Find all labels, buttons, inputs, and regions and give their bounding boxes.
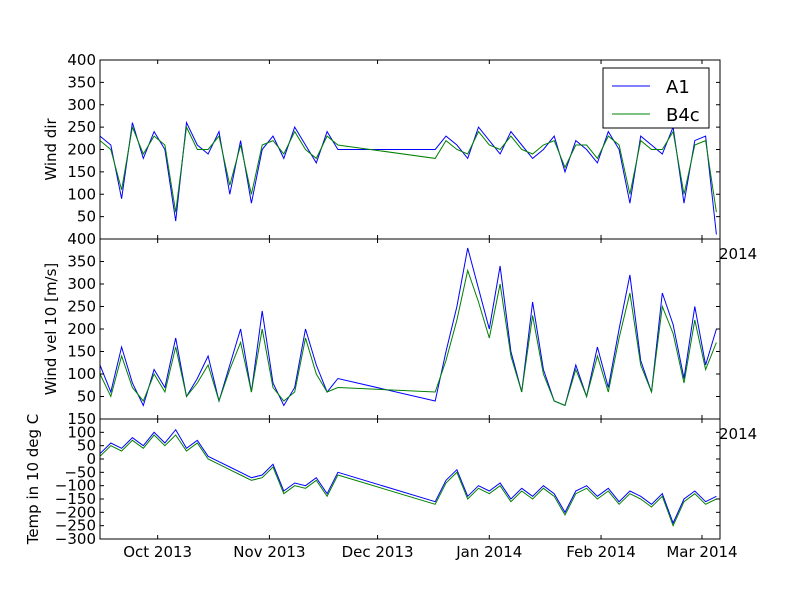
axes-frame [99,238,721,420]
series-line-a1-panel-1 [100,120,717,235]
y-tick-label: −200 [55,503,96,521]
y-tick-label: −150 [55,490,96,508]
y-tick-label: −300 [55,530,96,548]
x-tick-label: Dec 2013 [342,543,414,561]
y-tick-label: 150 [67,410,96,428]
legend-label-a1: A1 [666,77,690,98]
y-axis-label: Temp in 10 deg C [24,414,42,546]
series-line-b4c-panel-3 [100,434,717,528]
corner-label: 2014 [719,425,757,443]
subplot-2: 400 350 300 250 200 150 100 50 Wind vel 10 [m/s]… [42,230,757,420]
y-tick-label: 200 [67,141,96,159]
y-tick-label: 200 [67,320,96,338]
y-tick-label: 250 [67,298,96,316]
series-line-a1-panel-2 [100,247,717,407]
x-tick-label: Jan 2014 [455,543,522,561]
x-tick-label: Oct 2013 [123,543,192,561]
legend-label-b4c: B4c [666,105,700,126]
series-line-b4c-panel-1 [100,125,717,213]
y-tick-label: 0 [86,450,96,468]
x-tick-label: Nov 2013 [233,543,305,561]
y-tick-label: 400 [67,51,96,69]
x-tick-label: Feb 2014 [566,543,636,561]
y-axis-label: Wind vel 10 [m/s] [42,263,60,396]
y-tick-label: −50 [64,463,96,481]
y-tick-label: 300 [67,275,96,293]
series-line-a1-panel-3 [100,428,717,525]
y-tick-label: −250 [55,517,96,535]
y-tick-label: 100 [67,185,96,203]
y-tick-label: 100 [67,423,96,441]
subplot-1: 400 350 300 250 200 150 100 50 Wind dir [42,51,721,240]
y-tick-label: 50 [77,437,96,455]
y-tick-label: 300 [67,96,96,114]
axes-frame [99,418,721,540]
y-tick-label: 50 [77,388,96,406]
y-tick-label: 50 [77,208,96,226]
y-tick-label: 350 [67,253,96,271]
legend-box [602,67,710,129]
y-tick-label: 100 [67,365,96,383]
legend: A1 B4c [602,67,710,129]
corner-label: 2014 [719,245,757,263]
x-tick-label: Mar 2014 [666,543,737,561]
y-axis-label: Wind dir [42,118,60,181]
y-tick-label: 350 [67,73,96,91]
y-tick-label: 150 [67,163,96,181]
series-line-b4c-panel-2 [100,268,717,407]
y-tick-label: −100 [55,477,96,495]
y-tick-label: 150 [67,343,96,361]
y-tick-label: 400 [67,230,96,248]
y-tick-label: 250 [67,118,96,136]
